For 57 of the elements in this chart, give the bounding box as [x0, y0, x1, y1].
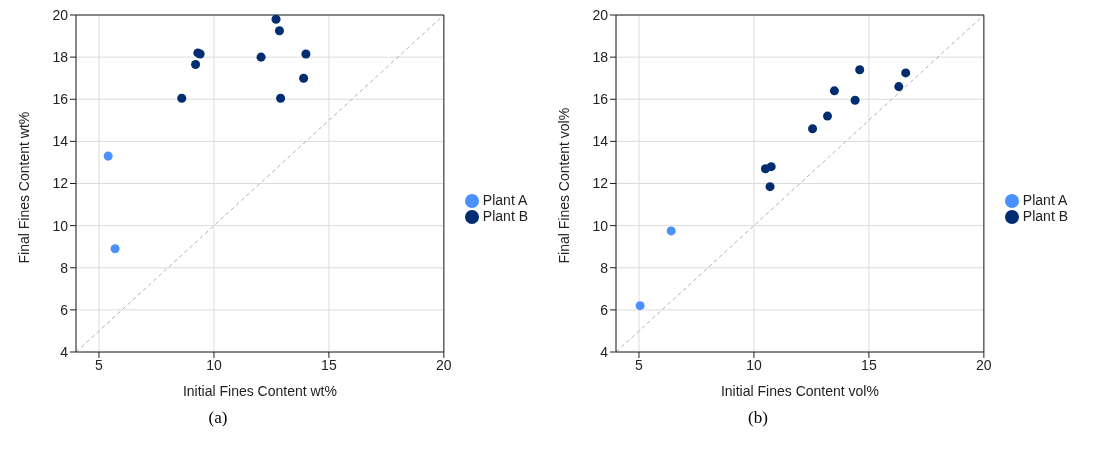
y-tick-label: 4	[600, 343, 609, 360]
y-tick-label: 18	[592, 49, 609, 66]
point	[850, 95, 860, 105]
y-tick-label: 8	[600, 259, 609, 276]
point	[299, 73, 309, 83]
text: (a)	[207, 408, 229, 428]
x-tick-label: 5	[635, 356, 644, 373]
point	[271, 15, 281, 24]
x-tick-label: 10	[206, 356, 222, 373]
point	[855, 65, 865, 75]
y-axis-title: Final Fines Content wt%	[15, 111, 32, 264]
y-tick-label: 20	[52, 6, 69, 23]
point	[191, 59, 201, 69]
text: (b)	[747, 408, 769, 428]
y-tick-label: 10	[592, 217, 609, 234]
y-tick-label: 4	[60, 343, 69, 360]
y-tick-label: 6	[60, 301, 69, 318]
point	[103, 151, 113, 161]
y-tick-label: 14	[52, 133, 69, 150]
point	[901, 68, 911, 78]
y-tick-label: 12	[592, 175, 609, 192]
point	[635, 301, 645, 311]
y-tick-label: 8	[60, 259, 69, 276]
x-tick-label: 20	[976, 356, 992, 373]
y-tick-label: 12	[52, 175, 69, 192]
x-axis-title: Initial Fines Content vol%	[720, 383, 879, 399]
y-tick-label: 14	[592, 133, 609, 150]
y-tick-label: 10	[52, 217, 69, 234]
point	[110, 244, 120, 254]
point	[766, 162, 776, 172]
y-tick-label: 20	[592, 6, 609, 23]
x-tick-label: 15	[321, 356, 337, 373]
y-tick-label: 16	[52, 91, 69, 108]
point	[765, 182, 775, 192]
y-tick-label: 6	[600, 301, 609, 318]
x-tick-label: 5	[95, 356, 104, 373]
y-tick-label: 18	[52, 49, 69, 66]
x-tick-label: 15	[861, 356, 877, 373]
legend-label: Plant B	[1022, 208, 1068, 224]
legend-label: Plant B	[482, 208, 528, 224]
x-tick-label: 10	[746, 356, 762, 373]
x-axis-title: Initial Fines Content wt%	[182, 383, 337, 399]
point	[177, 93, 187, 103]
point	[823, 111, 833, 121]
point	[666, 226, 676, 236]
point	[274, 26, 284, 36]
point	[256, 52, 266, 62]
legend-label: Plant A	[1022, 191, 1068, 208]
legend-label: Plant A	[482, 191, 528, 208]
point	[894, 82, 904, 92]
point	[301, 49, 311, 59]
y-tick-label: 16	[592, 91, 609, 108]
x-tick-label: 20	[436, 356, 452, 373]
point	[829, 86, 839, 96]
point	[808, 124, 818, 134]
point	[276, 93, 286, 103]
y-axis-title: Final Fines Content vol%	[555, 107, 572, 264]
